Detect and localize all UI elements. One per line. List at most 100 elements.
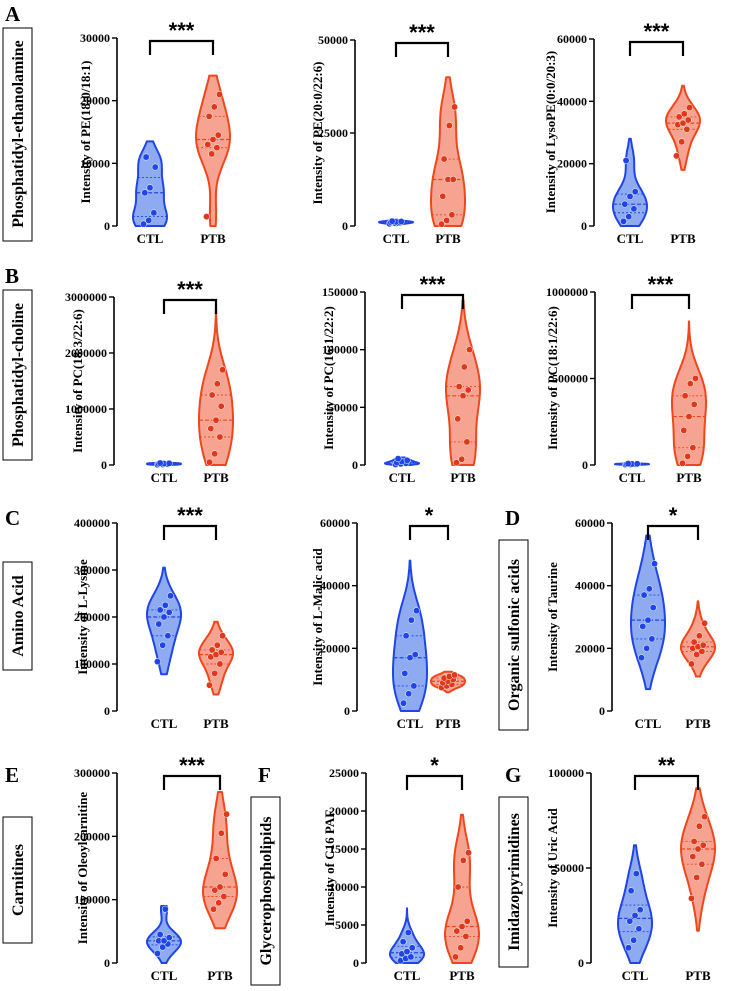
data-point <box>212 416 220 424</box>
y-tick-label: 100000 <box>74 657 110 671</box>
data-point <box>684 452 692 460</box>
y-tick-label: 200000 <box>74 610 110 624</box>
y-tick-label: 25000 <box>329 766 359 780</box>
violin-chart-3: 0 20000 40000 60000 Intensity of LysoPE(0:0/… <box>543 19 701 246</box>
data-point <box>690 638 698 646</box>
data-point <box>643 644 651 652</box>
data-point <box>142 153 150 161</box>
data-point <box>686 380 694 388</box>
significance-stars: *** <box>177 503 203 528</box>
data-point <box>408 944 416 952</box>
data-point <box>686 104 693 112</box>
data-point <box>452 953 459 961</box>
significance-bracket <box>408 524 450 540</box>
data-point <box>210 103 218 111</box>
data-point <box>458 923 466 930</box>
y-tick-label: 0 <box>104 219 110 233</box>
data-point <box>206 458 213 466</box>
data-point <box>644 616 652 624</box>
significance-stars: ** <box>658 753 676 778</box>
data-point <box>638 654 645 662</box>
y-axis-label: Intensity of L-Malic acid <box>310 547 325 685</box>
violin-chart-11: 0 5000 10000 15000 20000 25000 Intensity of C1… <box>322 753 480 983</box>
data-point <box>207 425 215 433</box>
data-point <box>219 366 226 374</box>
data-point <box>699 641 707 649</box>
data-point <box>212 855 220 862</box>
y-axis-label: Intensity of C16 PAF <box>322 810 337 926</box>
ptb-violin <box>198 620 234 696</box>
data-point <box>464 386 472 394</box>
data-point <box>462 932 470 940</box>
data-point <box>463 438 471 446</box>
violin-chart-7: 0 100000 200000 300000 400000 Intensity of L-… <box>74 503 234 731</box>
y-axis-label: Intensity of PE(18:0/18:1) <box>78 61 93 204</box>
y-tick-label: 10000 <box>80 156 110 170</box>
ptb-group-label: PTB <box>449 968 475 983</box>
data-point <box>154 658 161 666</box>
y-axis-label: Intensity of Oleoylcarnitine <box>75 792 90 945</box>
data-point <box>165 934 173 942</box>
y-tick-label: 40000 <box>575 579 605 593</box>
y-tick-label: 10000 <box>329 880 359 894</box>
data-point <box>221 870 229 878</box>
data-point <box>680 110 688 118</box>
data-point <box>631 912 639 919</box>
data-point <box>151 163 159 171</box>
data-point <box>160 613 168 621</box>
significance-stars: *** <box>420 272 446 297</box>
data-point <box>463 917 471 925</box>
y-tick-label: 60000 <box>320 516 350 530</box>
y-tick-label: 500000 <box>552 372 588 386</box>
ctl-group-label: CTL <box>151 470 178 485</box>
y-tick-label: 0 <box>344 704 350 718</box>
category-label: Organic sulfonic acids <box>506 559 523 711</box>
data-point <box>400 699 407 707</box>
data-point <box>407 616 415 624</box>
data-point <box>453 927 461 935</box>
ctl-group-label: CTL <box>397 716 424 731</box>
data-point <box>622 157 630 165</box>
data-point <box>649 604 657 612</box>
data-point <box>630 936 638 944</box>
data-point <box>438 220 445 228</box>
y-tick-label: 0 <box>104 704 110 718</box>
significance-stars: * <box>669 503 678 528</box>
significance-bracket <box>646 524 700 540</box>
data-point <box>466 346 473 354</box>
ctl-violin <box>146 905 182 964</box>
data-point <box>693 651 701 659</box>
data-point <box>684 116 692 124</box>
ptb-violin <box>202 791 238 930</box>
data-point <box>213 641 221 649</box>
y-axis-label: Intensity of PC(16:1/22:2) <box>321 306 336 450</box>
data-point <box>448 211 456 219</box>
ptb-group-label: PTB <box>685 968 711 983</box>
y-tick-label: 0 <box>104 956 110 970</box>
category-label: Carnitines <box>10 844 27 916</box>
data-point <box>633 460 641 468</box>
data-point <box>694 845 702 853</box>
data-point <box>626 917 634 925</box>
category-box-phosphatidyl-ethanolamine: Phosphatidyl-ethanolamine <box>2 27 33 242</box>
data-point <box>631 188 639 196</box>
y-tick-label: 25000 <box>318 126 348 140</box>
data-point <box>211 450 219 458</box>
significance-bracket <box>162 774 222 790</box>
violin-chart-1: 0 10000 20000 30000 Intensity of PE(18:0/18:… <box>78 18 231 246</box>
data-point <box>397 218 405 225</box>
data-point <box>206 681 213 689</box>
data-point <box>209 136 217 143</box>
ctl-group-label: CTL <box>137 231 164 246</box>
data-point <box>673 152 680 160</box>
data-point <box>155 620 163 628</box>
y-axis-label: Intensity of PC(18:1/22:6) <box>545 306 560 450</box>
category-box-amino-acid: Amino Acid <box>2 561 33 671</box>
ctl-group-label: CTL <box>394 968 421 983</box>
data-point <box>460 363 468 371</box>
data-point <box>690 837 698 845</box>
data-point <box>165 459 173 467</box>
data-point <box>404 929 412 937</box>
data-point <box>440 155 448 163</box>
panel-label-g: G <box>505 763 521 787</box>
